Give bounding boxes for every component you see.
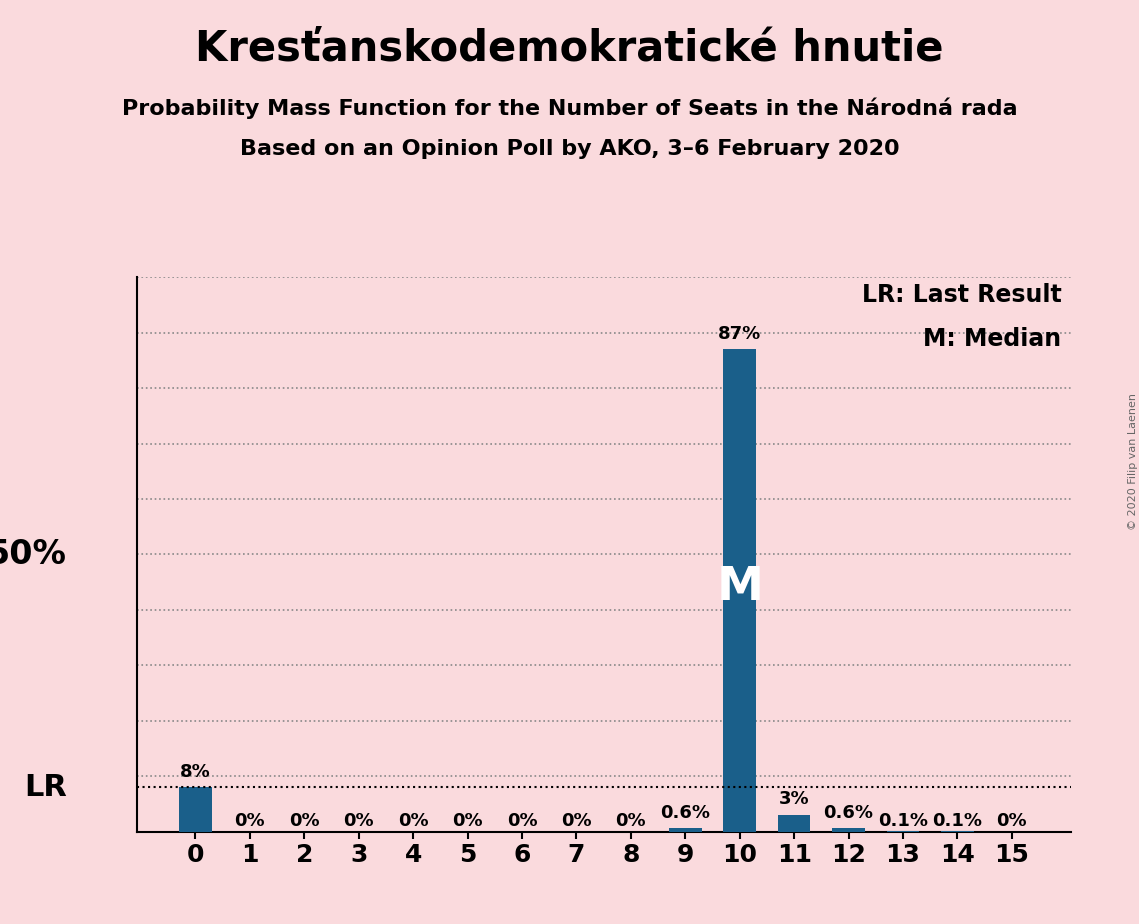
Text: 0%: 0%	[235, 812, 265, 830]
Text: 0%: 0%	[344, 812, 374, 830]
Text: 0%: 0%	[398, 812, 428, 830]
Text: 0%: 0%	[289, 812, 320, 830]
Text: 87%: 87%	[718, 324, 761, 343]
Text: M: M	[716, 565, 763, 610]
Text: 3%: 3%	[779, 790, 810, 808]
Bar	[778, 815, 811, 832]
Text: LR: Last Result: LR: Last Result	[861, 283, 1062, 307]
Text: © 2020 Filip van Laenen: © 2020 Filip van Laenen	[1129, 394, 1138, 530]
Text: Probability Mass Function for the Number of Seats in the Národná rada: Probability Mass Function for the Number…	[122, 97, 1017, 118]
Bar	[723, 349, 756, 832]
Text: 0%: 0%	[452, 812, 483, 830]
Text: 0%: 0%	[997, 812, 1027, 830]
Bar	[833, 828, 865, 832]
Text: 8%: 8%	[180, 762, 211, 781]
Text: 50%: 50%	[0, 538, 67, 571]
Text: 0.1%: 0.1%	[933, 812, 983, 830]
Bar	[669, 828, 702, 832]
Bar	[179, 787, 212, 832]
Text: 0%: 0%	[615, 812, 646, 830]
Text: 0.6%: 0.6%	[661, 804, 711, 821]
Text: 0.6%: 0.6%	[823, 804, 874, 821]
Text: Based on an Opinion Poll by AKO, 3–6 February 2020: Based on an Opinion Poll by AKO, 3–6 Feb…	[239, 139, 900, 159]
Text: 0.1%: 0.1%	[878, 812, 928, 830]
Text: 0%: 0%	[562, 812, 592, 830]
Text: Kresťanskodemokratické hnutie: Kresťanskodemokratické hnutie	[195, 28, 944, 69]
Text: M: Median: M: Median	[924, 327, 1062, 351]
Text: 0%: 0%	[507, 812, 538, 830]
Text: LR: LR	[24, 772, 67, 802]
